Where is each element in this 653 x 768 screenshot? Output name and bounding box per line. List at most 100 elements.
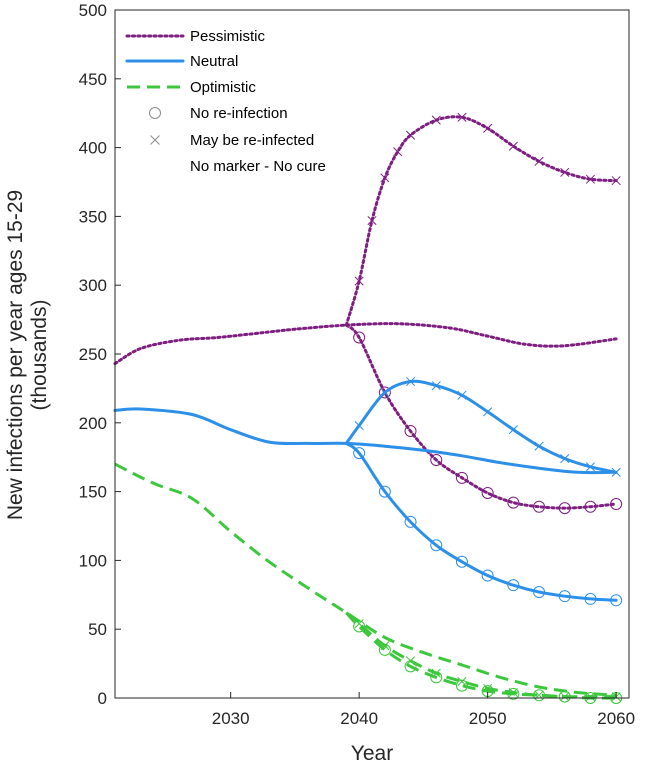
data-point-circle [430, 539, 443, 552]
data-point-circle [378, 643, 391, 656]
legend-label-pessimistic: Pessimistic [190, 28, 266, 45]
data-point-circle [558, 590, 571, 603]
y-tick-label: 150 [79, 483, 107, 502]
y-tick-label: 500 [79, 1, 107, 20]
x-tick-label: 2040 [340, 709, 378, 728]
data-point-x [405, 130, 416, 140]
legend-label-no-marker: No marker - No cure [190, 158, 326, 175]
data-point-x [560, 454, 570, 464]
data-point-circle [584, 500, 597, 513]
data-point-circle [378, 485, 391, 498]
legend-entry-no-reinfection: No re-infection [149, 105, 288, 122]
series-line [344, 441, 618, 602]
data-point-x [354, 420, 364, 431]
y-tick-label: 450 [79, 70, 107, 89]
data-point-circle [481, 569, 494, 582]
series-line [345, 611, 617, 700]
data-point-x [585, 462, 596, 472]
y-tick-label: 300 [79, 276, 107, 295]
series-line [113, 322, 618, 366]
data-point-x [508, 141, 518, 151]
data-point-circle [430, 671, 443, 684]
data-point-x [405, 376, 416, 387]
data-point-x [380, 387, 390, 398]
data-point-circle [430, 453, 443, 466]
series-line [344, 115, 618, 327]
data-point-x [611, 467, 621, 477]
data-point-circle [481, 486, 494, 499]
data-point-circle [507, 579, 520, 592]
series-neutral-no-re-infection [344, 441, 623, 607]
data-point-circle [507, 687, 520, 700]
legend-entry-no-marker: No marker - No cure [190, 158, 326, 175]
x-tick-label: 2050 [469, 709, 507, 728]
series-pessimistic-no-cure [113, 322, 618, 366]
data-point-circle [610, 594, 623, 607]
data-point-circle [610, 497, 623, 510]
series-line [114, 462, 617, 697]
legend-label-optimistic: Optimistic [190, 79, 256, 96]
y-axis-title-line-2: (thousands) [28, 300, 51, 411]
data-point-x [483, 407, 493, 417]
data-point-circle [404, 515, 417, 528]
data-point-x [611, 176, 621, 186]
data-point-x [393, 147, 403, 157]
data-point-circle [533, 586, 546, 599]
data-point-x [560, 167, 570, 177]
data-point-x [431, 381, 441, 391]
data-point-circle [353, 447, 366, 460]
data-point-circle [378, 386, 391, 399]
series-line [344, 323, 618, 510]
data-point-x [508, 425, 518, 435]
legend-label-may-be-reinfected: May be re-infected [190, 132, 314, 149]
data-point-x [367, 215, 377, 226]
data-point-circle [507, 496, 520, 509]
y-axis-ticks: 0 50 100 150 200 250 300 350 400 450 500 [79, 1, 121, 708]
legend-entry-may-be-reinfected: May be re-infected [150, 132, 314, 149]
y-tick-label: 400 [79, 139, 107, 158]
data-point-x [354, 619, 364, 629]
data-point-circle [455, 679, 468, 692]
legend-circle-marker-icon [149, 107, 161, 119]
legend-label-no-reinfection: No re-infection [190, 105, 288, 122]
data-point-circle [353, 620, 366, 633]
data-point-circle [404, 425, 417, 438]
data-point-circle [404, 660, 417, 673]
y-axis-title-line-1: New infections per year ages 15-29 [4, 190, 27, 520]
series-pessimistic-may-be-re-infected [344, 112, 621, 327]
data-point-x [354, 276, 364, 286]
legend-entry-neutral: Neutral [125, 53, 238, 70]
data-point-x [534, 156, 544, 166]
y-tick-label: 250 [79, 345, 107, 364]
data-point-x [431, 115, 441, 125]
legend: Pessimistic Neutral Optimistic No re-inf… [125, 28, 326, 175]
series-optimistic-no-cure [114, 462, 617, 697]
y-tick-label: 350 [79, 207, 107, 226]
data-point-x [483, 123, 493, 133]
data-point-x [457, 390, 467, 400]
legend-label-neutral: Neutral [190, 53, 238, 70]
series-optimistic-no-re-infection [345, 611, 623, 704]
y-tick-label: 200 [79, 414, 107, 433]
x-axis-ticks: 2030 2040 2050 2060 [212, 692, 635, 728]
data-point-circle [584, 592, 597, 605]
data-point-circle [558, 502, 571, 515]
data-point-circle [533, 500, 546, 513]
data-point-x [534, 441, 544, 451]
legend-x-marker-icon [150, 135, 160, 145]
data-point-circle [455, 555, 468, 568]
data-point-x [380, 173, 390, 183]
data-point-x [457, 112, 467, 122]
x-tick-label: 2030 [212, 709, 250, 728]
series-line [113, 407, 618, 475]
x-tick-label: 2060 [597, 709, 635, 728]
y-tick-label: 100 [79, 551, 107, 570]
series-neutral-may-be-re-infected [344, 376, 621, 477]
data-point-x [585, 174, 596, 184]
y-tick-label: 0 [98, 689, 107, 708]
data-point-circle [455, 471, 468, 484]
series-pessimistic-no-re-infection [344, 323, 623, 515]
data-point-circle [353, 331, 366, 344]
data-point-circle [533, 689, 546, 702]
